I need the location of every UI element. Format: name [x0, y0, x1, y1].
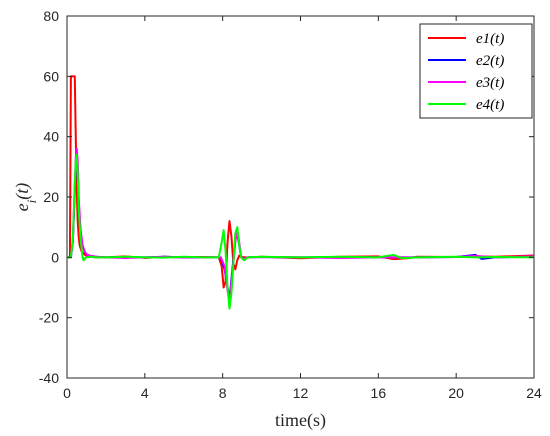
y-tick-label: 80 [43, 8, 59, 24]
legend-label-e2: e2(t) [476, 53, 504, 69]
legend-label-e1: e1(t) [476, 31, 504, 47]
legend: e1(t) e2(t) e3(t) e4(t) [419, 23, 533, 119]
x-tick-label: 20 [448, 385, 464, 401]
x-tick-label: 0 [63, 385, 71, 401]
series-group [67, 75, 534, 310]
legend-label-e3: e3(t) [476, 75, 504, 91]
x-tick-label: 12 [293, 385, 309, 401]
y-tick-label: -40 [39, 370, 59, 386]
legend-label-e4: e4(t) [476, 97, 504, 113]
x-tick-labels: 0 4 8 12 16 20 24 [63, 385, 542, 401]
y-tick-label: 40 [43, 129, 59, 145]
y-tick-label: 20 [43, 189, 59, 205]
axis-ticks [66, 15, 535, 379]
series-line-e4 [67, 153, 534, 310]
x-tick-label: 4 [141, 385, 149, 401]
x-axis-label: time(s) [275, 410, 326, 431]
y-tick-label: 60 [43, 68, 59, 84]
x-tick-label: 24 [526, 385, 542, 401]
y-axis-label: ei(t) [12, 183, 39, 212]
y-tick-labels: -40 -20 0 20 40 60 80 [39, 8, 59, 386]
legend-box [419, 23, 533, 119]
x-tick-label: 8 [219, 385, 227, 401]
y-tick-label: -20 [39, 310, 59, 326]
x-tick-label: 16 [371, 385, 387, 401]
y-tick-label: 0 [51, 249, 59, 265]
